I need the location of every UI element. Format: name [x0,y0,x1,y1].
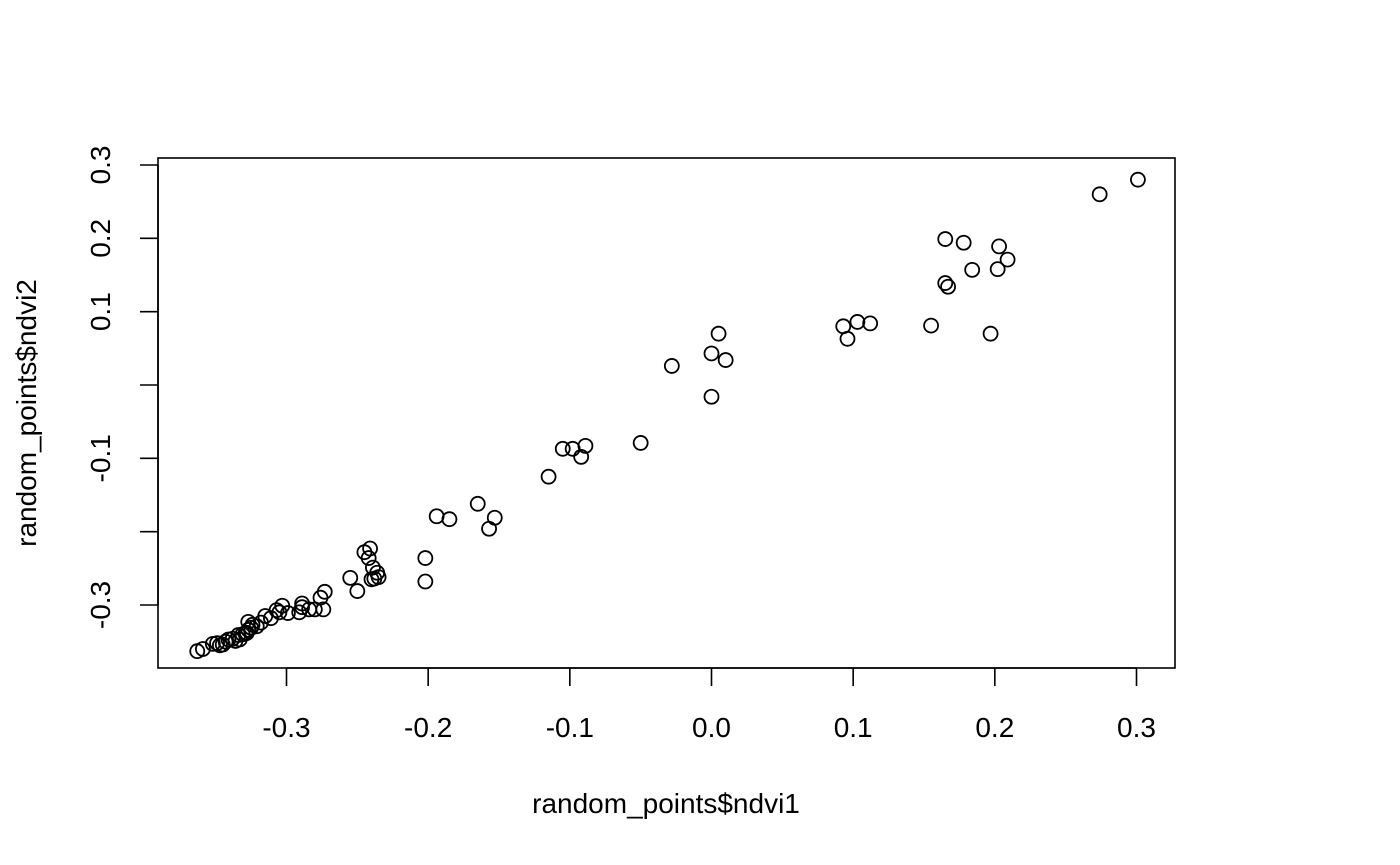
data-point [263,610,279,627]
data-point [554,440,571,457]
data-point [564,440,581,457]
data-point [240,622,257,638]
data-point [577,437,594,454]
data-point [632,435,649,451]
data-point [428,508,445,525]
data-point [486,509,503,526]
y-tick-label: 0.2 [85,219,116,258]
data-point [540,468,557,485]
x-tick-label: 0.2 [975,712,1014,743]
data-point [349,583,366,599]
data-point [441,511,458,528]
data-point [469,495,486,512]
y-tick-label: -0.3 [85,581,116,629]
x-axis-title: random_points$ndvi1 [532,788,800,819]
plot-area-frame [157,157,1176,669]
data-point [839,330,856,347]
data-point [573,448,590,465]
x-tick-label: 0.0 [692,712,731,743]
y-axis: -0.3 -0.1 0.1 0.2 0.3 [85,146,159,629]
data-point [703,345,720,362]
data-point [989,261,1006,278]
y-tick-label: 0.3 [85,146,116,185]
data-point [362,540,378,557]
scatter-points [189,171,1146,660]
data-point [937,231,954,247]
y-tick-label: -0.1 [85,434,116,482]
data-point [964,261,981,278]
data-point [999,251,1016,268]
data-point [248,618,265,635]
data-point [1130,171,1146,188]
data-point [703,388,720,405]
x-tick-label: 0.3 [1117,712,1156,743]
data-point [862,315,879,332]
data-point [1091,186,1108,203]
y-tick-label: 0.1 [85,292,116,331]
data-point [955,234,972,251]
data-point [280,605,296,621]
x-tick-label: 0.1 [834,712,873,743]
data-point [710,325,727,342]
x-tick-label: -0.1 [546,712,594,743]
data-point [316,583,333,600]
data-point [315,601,332,618]
data-point [417,550,434,566]
y-axis-title: random_points$ndvi2 [11,279,42,547]
data-point [342,569,359,586]
x-tick-label: -0.3 [262,712,310,743]
data-point [991,238,1007,255]
data-point [937,275,954,291]
data-point [849,314,866,330]
data-point [940,278,956,295]
data-point [717,352,734,368]
x-axis: -0.3 -0.2 -0.1 0.0 0.1 0.2 0.3 [262,667,1156,743]
data-point [417,573,434,590]
data-point [370,569,387,586]
x-tick-label: -0.2 [404,712,452,743]
data-point [663,358,680,374]
data-point [209,635,225,652]
data-point [195,641,211,657]
data-point [360,550,377,566]
data-point [923,317,939,334]
data-point [982,325,999,342]
